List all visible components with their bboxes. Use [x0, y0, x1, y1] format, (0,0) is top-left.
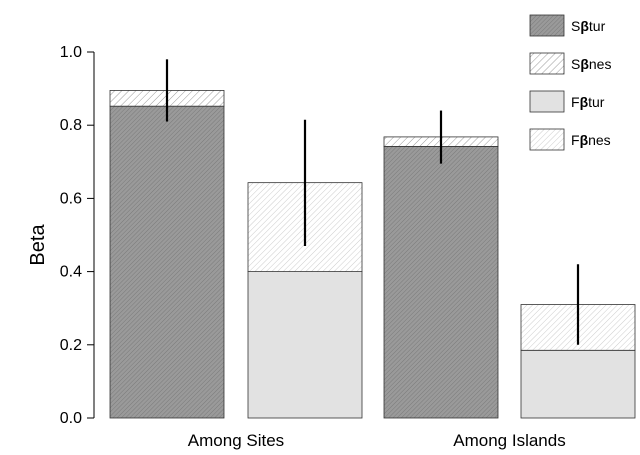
x-category-label-1: Among Islands	[453, 431, 565, 450]
legend-swatch-0	[529, 14, 565, 37]
bar-1-S-turnover	[383, 146, 499, 419]
legend-swatch-3	[529, 128, 565, 151]
y-tick-label-2: 0.4	[60, 264, 82, 281]
legend-label-2: Fβtur	[571, 94, 605, 110]
y-tick-label-4: 0.8	[60, 117, 82, 134]
legend-label-3: Fβnes	[571, 132, 611, 148]
y-tick-label-3: 0.6	[60, 190, 82, 207]
legend-label-0: Sβtur	[571, 18, 606, 34]
y-tick-label-0: 0.0	[60, 410, 82, 427]
y-tick-label-1: 0.2	[60, 337, 82, 354]
bars	[109, 59, 636, 419]
y-tick-label-5: 1.0	[60, 44, 82, 61]
x-category-label-0: Among Sites	[188, 431, 284, 450]
y-axis: 0.0 0.2 0.4 0.6 0.8 1.0	[60, 44, 95, 427]
legend: Sβtur Sβnes Fβtur Fβnes	[529, 14, 611, 151]
legend-swatch-2	[529, 90, 565, 113]
legend-swatch-1	[529, 52, 565, 75]
legend-label-1: Sβnes	[571, 56, 611, 72]
bar-1-F-turnover	[520, 349, 636, 419]
bar-0-S-turnover	[109, 105, 225, 419]
x-axis-labels: Among Sites Among Islands	[188, 431, 566, 450]
bar-0-F-turnover	[247, 271, 363, 419]
y-axis-title: Beta	[27, 224, 49, 266]
